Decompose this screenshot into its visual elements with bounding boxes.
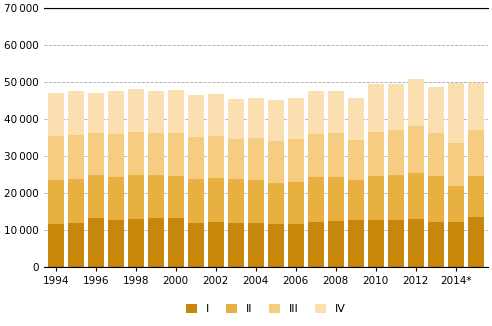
Legend: I, II, III, IV: I, II, III, IV	[181, 300, 350, 319]
Bar	[268, 100, 284, 141]
Bar	[88, 218, 104, 267]
Bar	[148, 218, 164, 267]
Bar	[408, 126, 424, 172]
Bar	[48, 180, 64, 224]
Bar	[268, 224, 284, 267]
Bar	[148, 175, 164, 218]
Bar	[408, 219, 424, 267]
Bar	[368, 220, 384, 267]
Bar	[228, 179, 244, 223]
Bar	[468, 130, 484, 175]
Bar	[108, 177, 124, 220]
Bar	[328, 133, 344, 177]
Bar	[468, 82, 484, 130]
Bar	[288, 182, 304, 224]
Bar	[128, 175, 144, 219]
Bar	[168, 90, 184, 133]
Bar	[368, 175, 384, 220]
Bar	[208, 222, 224, 267]
Bar	[448, 186, 464, 222]
Bar	[48, 224, 64, 267]
Bar	[348, 180, 364, 220]
Bar	[48, 136, 64, 180]
Bar	[328, 221, 344, 267]
Bar	[148, 91, 164, 133]
Bar	[428, 222, 444, 267]
Bar	[128, 89, 144, 132]
Bar	[248, 180, 264, 223]
Bar	[348, 98, 364, 140]
Bar	[228, 223, 244, 267]
Bar	[128, 219, 144, 267]
Bar	[368, 132, 384, 175]
Bar	[308, 134, 324, 177]
Bar	[248, 138, 264, 180]
Bar	[388, 130, 404, 175]
Bar	[448, 83, 464, 142]
Bar	[208, 136, 224, 178]
Bar	[188, 179, 204, 223]
Bar	[288, 224, 304, 267]
Bar	[68, 135, 84, 179]
Bar	[348, 220, 364, 267]
Bar	[448, 142, 464, 186]
Bar	[88, 133, 104, 175]
Bar	[148, 133, 164, 175]
Bar	[188, 137, 204, 179]
Bar	[68, 223, 84, 267]
Bar	[88, 93, 104, 133]
Bar	[348, 140, 364, 180]
Bar	[228, 139, 244, 179]
Bar	[168, 175, 184, 218]
Bar	[108, 220, 124, 267]
Bar	[168, 133, 184, 175]
Bar	[308, 177, 324, 222]
Bar	[388, 220, 404, 267]
Bar	[48, 93, 64, 136]
Bar	[228, 99, 244, 139]
Bar	[468, 217, 484, 267]
Bar	[248, 223, 264, 267]
Bar	[268, 141, 284, 183]
Bar	[208, 178, 224, 222]
Bar	[468, 175, 484, 217]
Bar	[168, 218, 184, 267]
Bar	[68, 179, 84, 223]
Bar	[328, 92, 344, 133]
Bar	[408, 79, 424, 126]
Bar	[308, 222, 324, 267]
Bar	[108, 134, 124, 177]
Bar	[288, 139, 304, 182]
Bar	[428, 176, 444, 222]
Bar	[428, 87, 444, 133]
Bar	[248, 98, 264, 138]
Bar	[308, 91, 324, 134]
Bar	[388, 175, 404, 220]
Bar	[128, 132, 144, 175]
Bar	[68, 92, 84, 135]
Bar	[328, 177, 344, 221]
Bar	[268, 183, 284, 224]
Bar	[428, 133, 444, 176]
Bar	[188, 95, 204, 137]
Bar	[408, 172, 424, 219]
Bar	[288, 98, 304, 139]
Bar	[388, 84, 404, 130]
Bar	[88, 175, 104, 218]
Bar	[208, 95, 224, 136]
Bar	[368, 84, 384, 132]
Bar	[188, 223, 204, 267]
Bar	[448, 222, 464, 267]
Bar	[108, 91, 124, 134]
